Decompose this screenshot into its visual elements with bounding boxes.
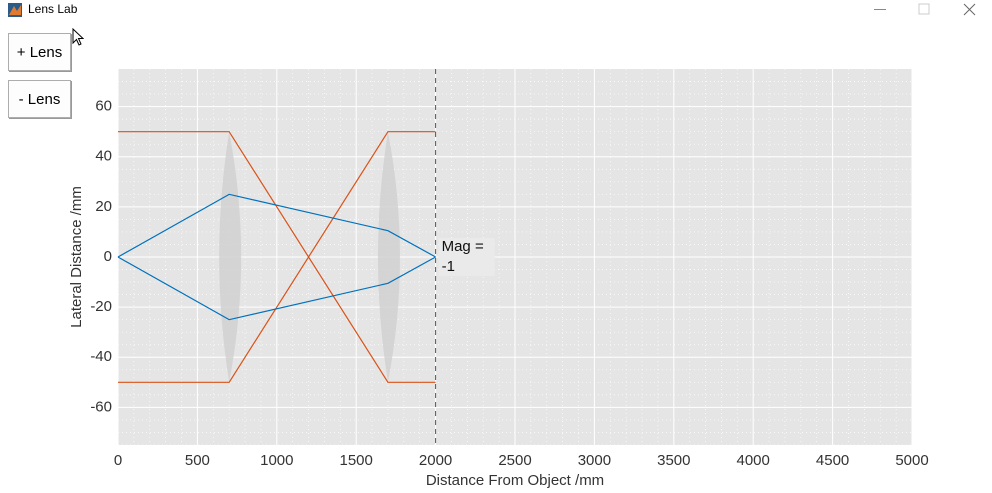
ray	[118, 131, 436, 383]
x-tick-label: 1500	[340, 452, 373, 469]
y-tick-label: -60	[90, 398, 112, 415]
window-controls	[874, 3, 976, 16]
y-axis-label: Lateral Distance /mm	[68, 186, 85, 328]
y-tick-label: -20	[90, 298, 112, 315]
x-tick-label: 3500	[657, 452, 690, 469]
cursor	[72, 28, 84, 46]
lens	[219, 132, 242, 382]
x-tick-label: 0	[114, 452, 122, 469]
y-tick-label: -40	[90, 348, 112, 365]
ray	[117, 193, 436, 258]
x-tick-label: 3000	[578, 452, 611, 469]
x-tick-label: 4500	[816, 452, 849, 469]
x-tick-label: 5000	[895, 452, 928, 469]
plot-area	[118, 69, 912, 445]
annotation-box	[438, 238, 495, 276]
y-tick-label: 0	[104, 248, 112, 265]
annotation-text: Mag =	[442, 238, 484, 255]
remove-lens-button[interactable]: - Lens	[8, 80, 71, 118]
y-tick-label: 60	[95, 98, 112, 115]
x-tick-label: 2500	[498, 452, 531, 469]
annotation-text: -1	[442, 258, 455, 275]
window-title: Lens Lab	[28, 2, 78, 16]
y-tick-label: 40	[95, 148, 112, 165]
x-tick-label: 1000	[260, 452, 293, 469]
lens	[377, 132, 400, 382]
maximize[interactable]	[918, 3, 930, 15]
ray	[117, 256, 436, 321]
app-icon	[8, 3, 22, 17]
x-tick-label: 4000	[737, 452, 770, 469]
add-lens-button[interactable]: + Lens	[8, 33, 71, 71]
x-tick-label: 2000	[419, 452, 452, 469]
title-bar: Lens Lab	[0, 0, 992, 20]
close[interactable]	[963, 3, 976, 16]
x-tick-label: 500	[185, 452, 210, 469]
y-tick-label: 20	[95, 198, 112, 215]
x-axis-label: Distance From Object /mm	[426, 472, 604, 489]
ray	[118, 131, 436, 383]
